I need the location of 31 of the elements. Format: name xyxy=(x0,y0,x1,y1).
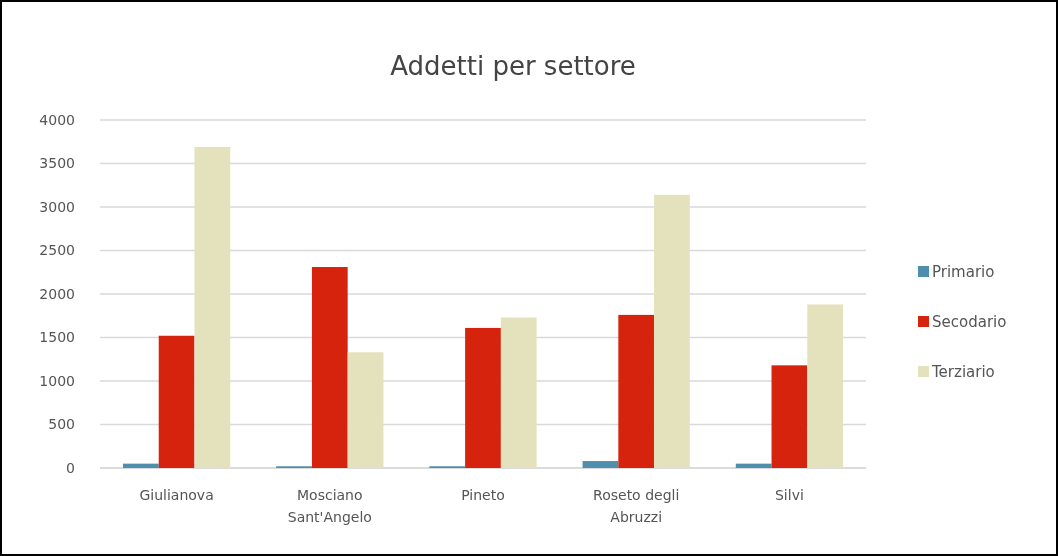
bar xyxy=(465,327,501,468)
y-tick-label: 1500 xyxy=(39,329,75,346)
y-tick-label: 0 xyxy=(66,459,75,476)
x-tick-label: Pineto xyxy=(461,487,505,503)
bar xyxy=(122,463,159,468)
bar xyxy=(500,317,537,468)
legend-label: Primario xyxy=(932,263,995,282)
chart-title: Addetti per settore xyxy=(390,51,636,81)
bar xyxy=(311,267,348,468)
bar xyxy=(807,304,844,468)
y-tick-label: 2000 xyxy=(39,285,75,302)
y-tick-label: 4000 xyxy=(39,111,75,128)
y-tick-label: 3500 xyxy=(39,155,75,172)
x-tick-label: Silvi xyxy=(774,487,804,503)
bar xyxy=(618,314,655,468)
bar xyxy=(771,365,808,468)
bar xyxy=(735,463,772,468)
y-tick-label: 2500 xyxy=(39,242,75,259)
bar xyxy=(582,461,619,468)
y-tick-label: 3000 xyxy=(39,198,75,215)
x-tick-label: Mosciano Sant'Angelo xyxy=(287,487,372,525)
y-tick-label: 500 xyxy=(48,416,75,433)
x-tick-label: Roseto degli Abruzzi xyxy=(593,487,680,525)
bar xyxy=(654,194,690,468)
bar xyxy=(347,352,384,468)
x-tick-label: Giulianova xyxy=(139,487,214,503)
legend-label: Secodario xyxy=(932,313,1007,332)
bar xyxy=(158,335,195,468)
y-tick-label: 1000 xyxy=(39,372,75,389)
legend-label: Terziario xyxy=(931,363,995,382)
bar xyxy=(194,146,231,468)
